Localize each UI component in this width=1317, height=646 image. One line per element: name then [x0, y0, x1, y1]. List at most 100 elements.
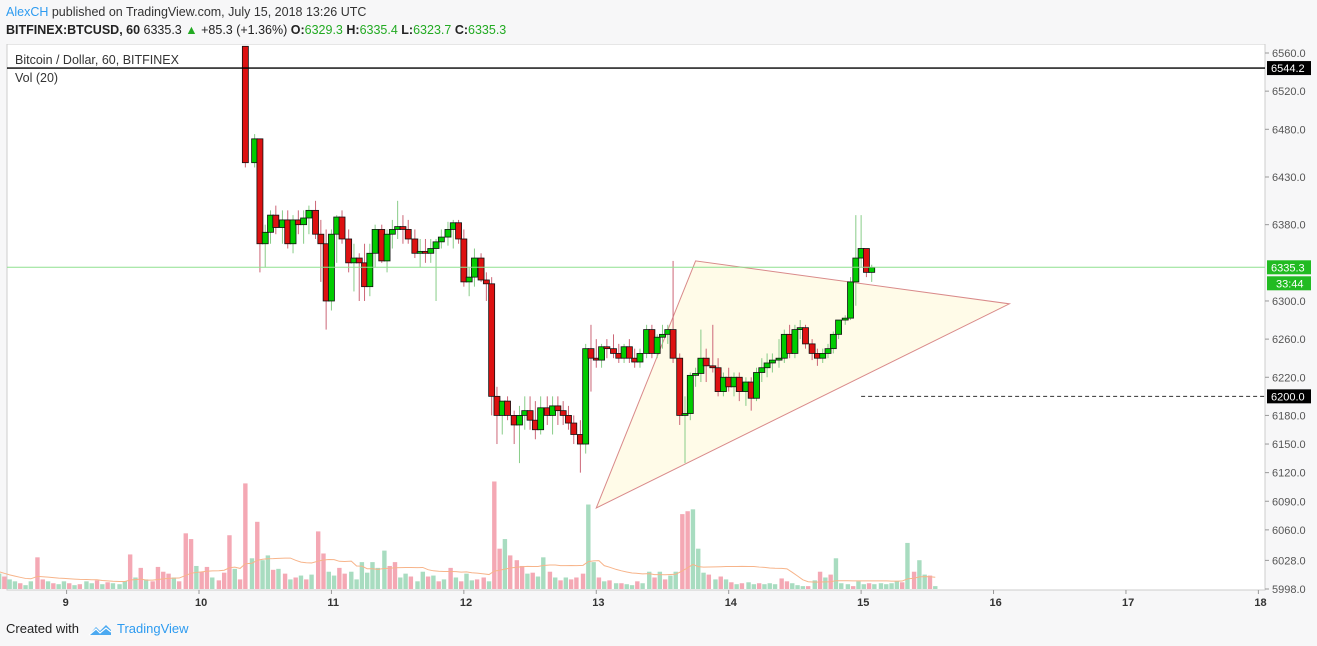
volume-bar: [382, 550, 387, 589]
volume-bar: [133, 577, 138, 589]
volume-bar: [739, 583, 745, 589]
volume-bar: [441, 579, 447, 589]
candle: [465, 276, 473, 283]
volume-bar: [723, 579, 729, 589]
volume-bar: [624, 584, 629, 589]
candle: [345, 238, 353, 264]
candle: [625, 346, 633, 359]
volume-bar: [448, 567, 453, 589]
volume-bar: [370, 562, 375, 589]
volume-bar: [35, 557, 40, 589]
candle: [317, 233, 325, 245]
price-chart[interactable]: 6560.0 6520.0 6480.0 6430.0 6380.0 6300.0 6260…: [0, 44, 1317, 610]
volume-bar: [690, 509, 696, 589]
volume-bar: [823, 577, 828, 589]
volume-bar: [321, 553, 326, 589]
y-tick-label: 6090.0: [1272, 496, 1306, 508]
volume-bar: [420, 571, 426, 589]
volume-bar: [486, 581, 492, 589]
volume-bar: [431, 575, 436, 589]
volume-bar: [668, 575, 673, 589]
candle: [516, 415, 523, 426]
volume-bar: [629, 585, 635, 589]
candle: [488, 283, 496, 397]
volume-bar: [701, 572, 706, 589]
volume-bar: [845, 584, 851, 589]
volume-bar: [713, 579, 718, 589]
volume-bar: [364, 572, 370, 589]
volume-bar: [767, 583, 772, 589]
volume-bar: [680, 514, 685, 589]
volume-bar: [176, 581, 182, 589]
volume-bar: [856, 581, 861, 589]
volume-bar: [127, 554, 133, 589]
volume-bar: [563, 577, 569, 589]
volume-bar: [779, 578, 784, 589]
x-tick-label: 14: [725, 597, 738, 609]
volume-bar: [315, 531, 321, 589]
tradingview-link[interactable]: TradingView: [117, 621, 189, 636]
volume-bar: [652, 577, 657, 589]
volume-bar: [265, 555, 271, 589]
volume-bar: [304, 579, 309, 589]
volume-bar: [696, 548, 701, 589]
candle: [709, 365, 717, 369]
y-tick-label: 6430.0: [1272, 172, 1306, 184]
candle: [526, 410, 534, 421]
candle: [847, 281, 854, 319]
low-value: 6323.7: [413, 23, 452, 37]
x-tick-label: 13: [592, 597, 604, 609]
volume-bar: [899, 582, 905, 589]
volume-bar: [237, 579, 243, 589]
volume-bar: [878, 583, 884, 589]
volume-bar: [492, 481, 497, 589]
volume-bar: [602, 581, 607, 589]
candle: [444, 229, 452, 238]
candle: [477, 257, 485, 281]
volume-bar: [817, 571, 823, 589]
volume-bar: [232, 568, 237, 589]
open-label: O:: [290, 23, 305, 37]
close-label: C:: [454, 23, 469, 37]
volume-bar: [541, 557, 546, 589]
volume-bar: [210, 577, 215, 589]
y-tick-label: 6560.0: [1272, 48, 1306, 60]
volume-bar: [673, 571, 678, 589]
candle: [241, 45, 249, 164]
volume-bar: [298, 575, 304, 589]
candle: [808, 343, 816, 354]
candle: [432, 241, 440, 249]
volume-bar: [464, 573, 469, 589]
volume-bar: [221, 572, 227, 589]
current-price-label: 6335.3: [1271, 262, 1305, 274]
change-value: +85.3 (+1.36%): [201, 23, 288, 37]
volume-bar: [2, 576, 7, 589]
volume-bar: [519, 565, 525, 589]
author-link[interactable]: AlexCH: [6, 5, 49, 19]
high-label: H:: [346, 23, 360, 37]
volume-bar: [359, 562, 365, 589]
volume-bar: [762, 584, 767, 589]
volume-bar: [706, 574, 712, 589]
y-tick-label: 6380.0: [1272, 220, 1306, 232]
volume-bar: [905, 542, 910, 589]
y-tick-label: 6150.0: [1272, 439, 1306, 451]
volume-bar: [850, 586, 856, 589]
candle: [868, 267, 876, 273]
candle: [819, 353, 827, 359]
volume-bar: [784, 581, 790, 589]
candle: [852, 257, 860, 283]
candle: [603, 346, 611, 350]
volume-bar: [171, 577, 177, 589]
candle: [610, 348, 617, 354]
volume-bar: [28, 581, 34, 589]
volume-bar: [469, 580, 474, 589]
volume-bar: [839, 583, 844, 589]
y-tick-label: 6028.0: [1272, 555, 1306, 567]
chart-area[interactable]: 6560.0 6520.0 6480.0 6430.0 6380.0 6300.0 6260…: [0, 44, 1317, 610]
volume-bar: [183, 533, 188, 589]
candle: [802, 327, 809, 345]
x-tick-label: 17: [1122, 597, 1134, 609]
volume-bar: [917, 560, 922, 589]
volume-bar: [155, 566, 161, 589]
